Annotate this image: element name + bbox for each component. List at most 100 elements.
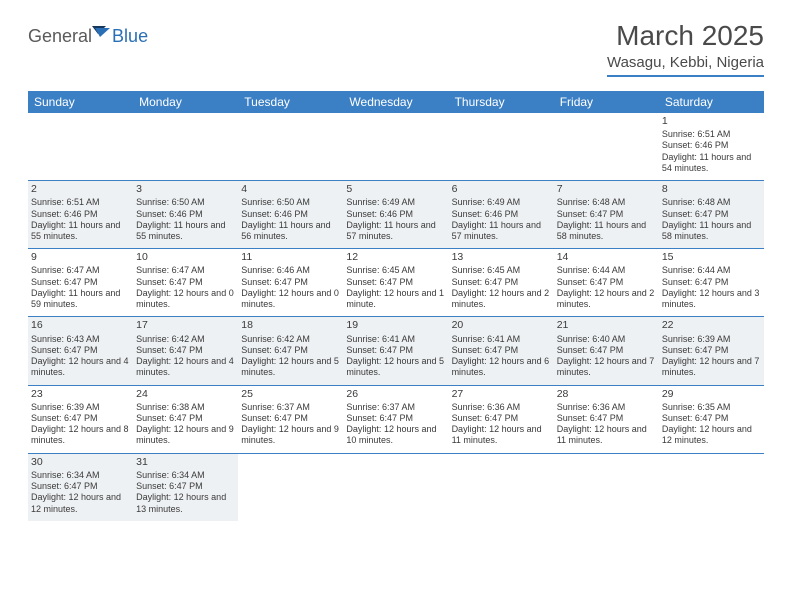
- day-number: 25: [241, 388, 340, 401]
- calendar-cell: 12Sunrise: 6:45 AMSunset: 6:47 PMDayligh…: [343, 249, 448, 317]
- day-number: 21: [557, 319, 656, 332]
- location-subtitle: Wasagu, Kebbi, Nigeria: [607, 54, 764, 77]
- daylight-text: Daylight: 11 hours and 56 minutes.: [241, 220, 340, 243]
- daylight-text: Daylight: 11 hours and 57 minutes.: [346, 220, 445, 243]
- sunrise-text: Sunrise: 6:39 AM: [31, 402, 130, 413]
- sunrise-text: Sunrise: 6:41 AM: [452, 334, 551, 345]
- calendar-cell: 21Sunrise: 6:40 AMSunset: 6:47 PMDayligh…: [554, 317, 659, 385]
- day-number: 17: [136, 319, 235, 332]
- sunrise-text: Sunrise: 6:46 AM: [241, 265, 340, 276]
- daylight-text: Daylight: 11 hours and 55 minutes.: [136, 220, 235, 243]
- sunrise-text: Sunrise: 6:34 AM: [136, 470, 235, 481]
- sunrise-text: Sunrise: 6:49 AM: [346, 197, 445, 208]
- daylight-text: Daylight: 12 hours and 6 minutes.: [452, 356, 551, 379]
- sunset-text: Sunset: 6:47 PM: [557, 345, 656, 356]
- calendar-cell: 9Sunrise: 6:47 AMSunset: 6:47 PMDaylight…: [28, 249, 133, 317]
- calendar-cell: 22Sunrise: 6:39 AMSunset: 6:47 PMDayligh…: [659, 317, 764, 385]
- calendar-cell: 11Sunrise: 6:46 AMSunset: 6:47 PMDayligh…: [238, 249, 343, 317]
- calendar-cell: 14Sunrise: 6:44 AMSunset: 6:47 PMDayligh…: [554, 249, 659, 317]
- sunrise-text: Sunrise: 6:36 AM: [452, 402, 551, 413]
- sunrise-text: Sunrise: 6:44 AM: [662, 265, 761, 276]
- calendar-cell: 24Sunrise: 6:38 AMSunset: 6:47 PMDayligh…: [133, 385, 238, 453]
- calendar-week-row: 16Sunrise: 6:43 AMSunset: 6:47 PMDayligh…: [28, 317, 764, 385]
- daylight-text: Daylight: 12 hours and 1 minute.: [346, 288, 445, 311]
- daylight-text: Daylight: 12 hours and 12 minutes.: [662, 424, 761, 447]
- sunset-text: Sunset: 6:47 PM: [241, 277, 340, 288]
- calendar-cell: 2Sunrise: 6:51 AMSunset: 6:46 PMDaylight…: [28, 181, 133, 249]
- daylight-text: Daylight: 11 hours and 58 minutes.: [557, 220, 656, 243]
- sunset-text: Sunset: 6:47 PM: [557, 209, 656, 220]
- daylight-text: Daylight: 12 hours and 4 minutes.: [136, 356, 235, 379]
- daylight-text: Daylight: 12 hours and 3 minutes.: [662, 288, 761, 311]
- sunset-text: Sunset: 6:47 PM: [31, 277, 130, 288]
- day-number: 19: [346, 319, 445, 332]
- day-number: 27: [452, 388, 551, 401]
- sunset-text: Sunset: 6:47 PM: [662, 345, 761, 356]
- calendar-table: Sunday Monday Tuesday Wednesday Thursday…: [28, 91, 764, 521]
- day-number: 7: [557, 183, 656, 196]
- sunset-text: Sunset: 6:47 PM: [452, 413, 551, 424]
- sunset-text: Sunset: 6:47 PM: [31, 413, 130, 424]
- daylight-text: Daylight: 12 hours and 2 minutes.: [452, 288, 551, 311]
- daylight-text: Daylight: 11 hours and 55 minutes.: [31, 220, 130, 243]
- sunset-text: Sunset: 6:47 PM: [31, 481, 130, 492]
- calendar-week-row: 1Sunrise: 6:51 AMSunset: 6:46 PMDaylight…: [28, 113, 764, 181]
- daylight-text: Daylight: 12 hours and 12 minutes.: [31, 492, 130, 515]
- sunrise-text: Sunrise: 6:51 AM: [662, 129, 761, 140]
- calendar-cell: 6Sunrise: 6:49 AMSunset: 6:46 PMDaylight…: [449, 181, 554, 249]
- day-number: 26: [346, 388, 445, 401]
- daylight-text: Daylight: 12 hours and 7 minutes.: [662, 356, 761, 379]
- sunset-text: Sunset: 6:47 PM: [557, 277, 656, 288]
- sunrise-text: Sunrise: 6:36 AM: [557, 402, 656, 413]
- calendar-cell: [554, 453, 659, 521]
- day-number: 11: [241, 251, 340, 264]
- sunrise-text: Sunrise: 6:44 AM: [557, 265, 656, 276]
- calendar-cell: 26Sunrise: 6:37 AMSunset: 6:47 PMDayligh…: [343, 385, 448, 453]
- calendar-cell: 8Sunrise: 6:48 AMSunset: 6:47 PMDaylight…: [659, 181, 764, 249]
- page-header: General Blue March 2025 Wasagu, Kebbi, N…: [28, 20, 764, 77]
- sunrise-text: Sunrise: 6:45 AM: [452, 265, 551, 276]
- calendar-cell: 15Sunrise: 6:44 AMSunset: 6:47 PMDayligh…: [659, 249, 764, 317]
- day-number: 28: [557, 388, 656, 401]
- calendar-cell: 30Sunrise: 6:34 AMSunset: 6:47 PMDayligh…: [28, 453, 133, 521]
- calendar-cell: [554, 113, 659, 181]
- day-number: 20: [452, 319, 551, 332]
- calendar-cell: 28Sunrise: 6:36 AMSunset: 6:47 PMDayligh…: [554, 385, 659, 453]
- calendar-cell: [659, 453, 764, 521]
- sunset-text: Sunset: 6:46 PM: [136, 209, 235, 220]
- sunset-text: Sunset: 6:46 PM: [241, 209, 340, 220]
- day-number: 12: [346, 251, 445, 264]
- day-number: 23: [31, 388, 130, 401]
- calendar-cell: 17Sunrise: 6:42 AMSunset: 6:47 PMDayligh…: [133, 317, 238, 385]
- sunrise-text: Sunrise: 6:48 AM: [662, 197, 761, 208]
- day-number: 31: [136, 456, 235, 469]
- daylight-text: Daylight: 12 hours and 0 minutes.: [136, 288, 235, 311]
- title-block: March 2025 Wasagu, Kebbi, Nigeria: [607, 20, 764, 77]
- day-number: 3: [136, 183, 235, 196]
- sunset-text: Sunset: 6:47 PM: [241, 413, 340, 424]
- sunrise-text: Sunrise: 6:38 AM: [136, 402, 235, 413]
- daylight-text: Daylight: 12 hours and 0 minutes.: [241, 288, 340, 311]
- day-number: 16: [31, 319, 130, 332]
- day-number: 10: [136, 251, 235, 264]
- calendar-body: 1Sunrise: 6:51 AMSunset: 6:46 PMDaylight…: [28, 113, 764, 521]
- calendar-cell: 27Sunrise: 6:36 AMSunset: 6:47 PMDayligh…: [449, 385, 554, 453]
- day-number: 22: [662, 319, 761, 332]
- day-number: 30: [31, 456, 130, 469]
- calendar-cell: [343, 453, 448, 521]
- daylight-text: Daylight: 12 hours and 9 minutes.: [241, 424, 340, 447]
- calendar-cell: 20Sunrise: 6:41 AMSunset: 6:47 PMDayligh…: [449, 317, 554, 385]
- day-header: Wednesday: [343, 91, 448, 113]
- daylight-text: Daylight: 12 hours and 5 minutes.: [241, 356, 340, 379]
- calendar-week-row: 30Sunrise: 6:34 AMSunset: 6:47 PMDayligh…: [28, 453, 764, 521]
- sunset-text: Sunset: 6:47 PM: [136, 481, 235, 492]
- sunrise-text: Sunrise: 6:47 AM: [31, 265, 130, 276]
- calendar-cell: 23Sunrise: 6:39 AMSunset: 6:47 PMDayligh…: [28, 385, 133, 453]
- day-number: 15: [662, 251, 761, 264]
- calendar-cell: [238, 113, 343, 181]
- daylight-text: Daylight: 12 hours and 4 minutes.: [31, 356, 130, 379]
- day-number: 18: [241, 319, 340, 332]
- sunset-text: Sunset: 6:47 PM: [31, 345, 130, 356]
- brand-text-blue: Blue: [112, 26, 148, 47]
- sunset-text: Sunset: 6:47 PM: [346, 345, 445, 356]
